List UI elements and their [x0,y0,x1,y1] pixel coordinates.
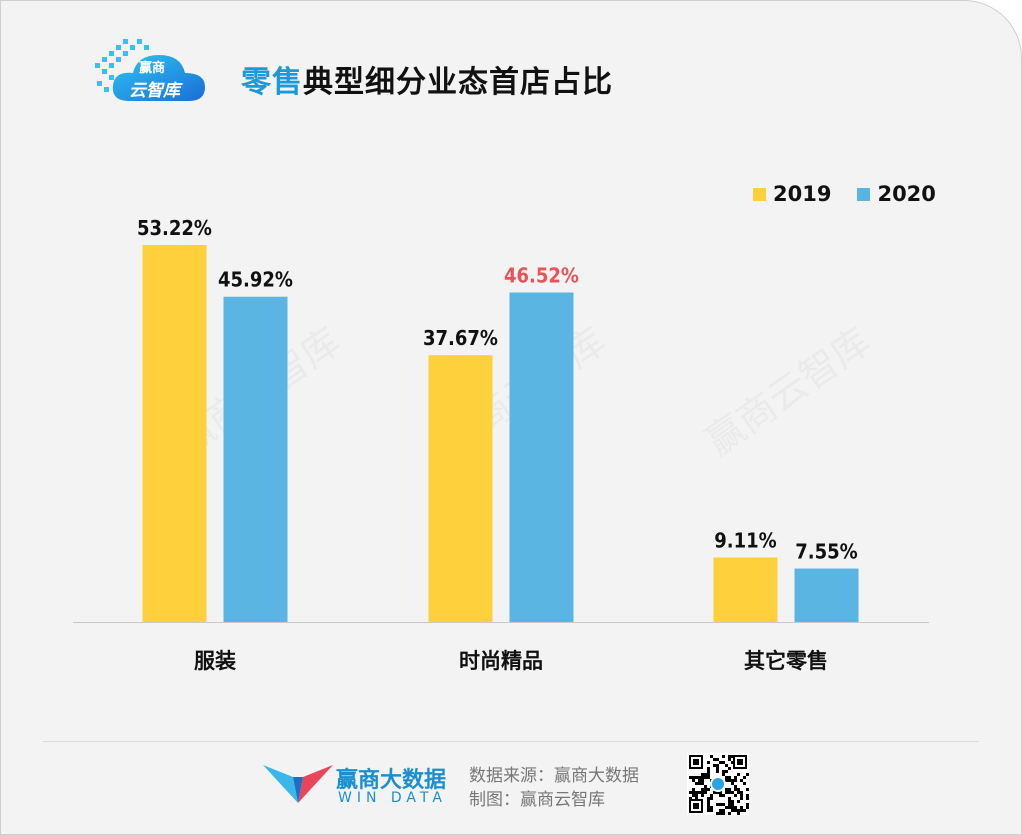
bar-chart: 53.22% 45.92% 服装 37.67% 46.52% 时尚精品 9.11% 7.55%… [73,216,929,673]
data-label-2020-3: 7.55% [795,540,857,564]
qr-code [687,753,749,815]
yingshang-cloud-logo: 赢商 云智库 [89,35,209,107]
category-label-3: 其它零售 [744,649,828,673]
bar-2019-1 [142,245,207,622]
footer-divider [43,741,979,742]
chart-title-rest: 典型细分业态首店占比 [303,65,613,100]
category-label-1: 服装 [194,649,236,673]
bar-2019-3 [713,557,778,622]
legend-swatch-2019 [753,187,766,201]
source-line: 数据来源：赢商大数据 [469,766,639,786]
data-label-2020-1: 45.92% [218,268,293,292]
bar-2020-1 [223,296,288,622]
data-label-2019-2: 37.67% [423,326,498,350]
data-label-2019-3: 9.11% [714,528,776,552]
category-label-2: 时尚精品 [459,649,543,673]
legend-label-2020: 2020 [877,182,936,206]
legend-item-2019: 2019 [753,182,831,206]
chart-title: 零售典型细分业态首店占比 [241,57,613,101]
footer-brand-english: WIN DATA [338,790,447,806]
legend-item-2020: 2020 [857,182,936,206]
chart-legend: 2019 2020 [753,182,962,206]
footer-source: 数据来源：赢商大数据 制图：赢商云智库 [469,764,639,812]
data-label-2020-2: 46.52% [504,263,579,287]
made-by-line: 制图：赢商云智库 [469,790,605,810]
bar-2020-2 [509,292,574,622]
logo-text-2: 云智库 [129,81,180,101]
win-data-logo [263,761,333,805]
footer-brand-name: 赢商大数据 [336,768,447,793]
data-label-2019-1: 53.22% [137,216,212,240]
logo-text-1: 赢商 [139,61,166,76]
chart-title-highlight: 零售 [241,65,303,100]
bar-2020-3 [794,568,859,622]
bar-2019-2 [428,355,493,622]
legend-label-2019: 2019 [773,182,832,206]
legend-swatch-2020 [857,187,871,201]
